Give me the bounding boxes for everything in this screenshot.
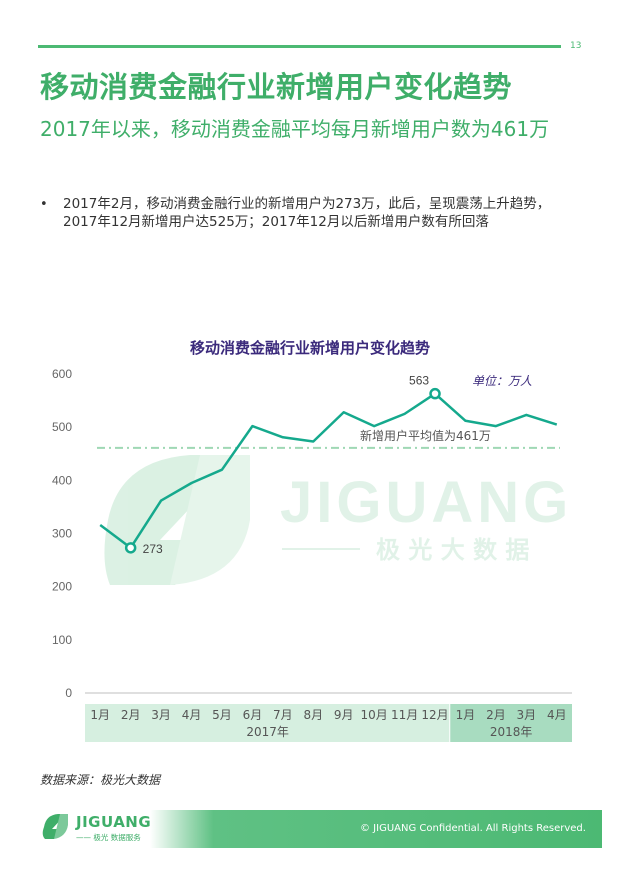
- average-label: 新增用户平均值为461万: [360, 428, 491, 443]
- y-axis: 600 500 400 300 200 100 0: [52, 367, 572, 700]
- bullet-marker: •: [40, 197, 48, 212]
- page-title: 移动消费金融行业新增用户变化趋势: [40, 70, 513, 104]
- unit-label: 单位：万人: [472, 374, 532, 388]
- highlight-point: [124, 542, 137, 554]
- y-tick-label: 400: [52, 473, 72, 487]
- x-group-label: 2017年: [246, 725, 289, 739]
- x-group-band: [85, 704, 450, 742]
- x-tick-label: 5月: [212, 708, 232, 722]
- x-group-label: 2018年: [490, 725, 533, 739]
- series-group: 273 563: [99, 374, 558, 556]
- x-tick-label: 7月: [273, 708, 293, 722]
- footer-band: [150, 810, 602, 848]
- x-tick-label: 11月: [391, 708, 418, 722]
- x-axis: 2017年 2018年 1月 2月 3月 4月 5月 6月 7月 8月 9月 10月 11月 12月 1月 2…: [85, 704, 572, 742]
- x-tick-label: 10月: [361, 708, 388, 722]
- x-tick-label: 1月: [90, 708, 110, 722]
- chart-title: 移动消费金融行业新增用户变化趋势: [190, 339, 430, 357]
- x-tick-label: 8月: [303, 708, 323, 722]
- y-tick-label: 200: [52, 580, 72, 594]
- watermark-brand: JIGUANG: [280, 470, 572, 535]
- page-number: 13: [570, 41, 582, 51]
- data-source: 数据来源：极光大数据: [40, 773, 161, 787]
- x-tick-label: 12月: [421, 708, 448, 722]
- footer-logo: JIGUANG —— 极光 数据服务: [38, 805, 168, 850]
- x-tick-label: 4月: [182, 708, 202, 722]
- y-tick-label: 100: [52, 633, 72, 647]
- x-tick-label: 9月: [334, 708, 354, 722]
- x-tick-label: 2月: [121, 708, 141, 722]
- data-label: 563: [409, 374, 429, 388]
- x-group-band: [450, 704, 572, 742]
- top-rule: [38, 45, 561, 48]
- x-tick-label: 4月: [547, 708, 567, 722]
- watermark-logo-shape: [104, 455, 240, 585]
- series-line: [99, 392, 558, 550]
- logo-text: JIGUANG: [76, 813, 152, 831]
- x-tick-label: 1月: [456, 708, 476, 722]
- y-tick-label: 0: [65, 686, 72, 700]
- page-subtitle: 2017年以来，移动消费金融平均每月新增用户数为461万: [40, 117, 550, 141]
- x-tick-label: 2月: [486, 708, 506, 722]
- y-tick-label: 300: [52, 527, 72, 541]
- average-line-group: 新增用户平均值为461万: [97, 428, 560, 449]
- y-tick-label: 500: [52, 420, 72, 434]
- jiguang-logo-icon: [42, 814, 68, 839]
- y-tick-label: 600: [52, 367, 72, 381]
- highlight-point: [429, 387, 441, 400]
- watermark-cn: 极 光 大 数 据: [376, 536, 529, 564]
- logo-subtext: —— 极光 数据服务: [76, 833, 141, 842]
- x-tick-label: 6月: [243, 708, 263, 722]
- x-tick-label: 3月: [151, 708, 171, 722]
- data-label: 273: [143, 542, 163, 556]
- bullet-paragraph: 2017年2月，移动消费金融行业的新增用户为273万，此后，呈现震荡上升趋势，2…: [63, 196, 551, 230]
- copyright: © JIGUANG Confidential. All Rights Reser…: [360, 823, 586, 834]
- watermark-logo-shape-2: [170, 455, 250, 585]
- jiguang-watermark: JIGUANG 极 光 大 数 据: [104, 455, 572, 585]
- x-tick-label: 3月: [517, 708, 537, 722]
